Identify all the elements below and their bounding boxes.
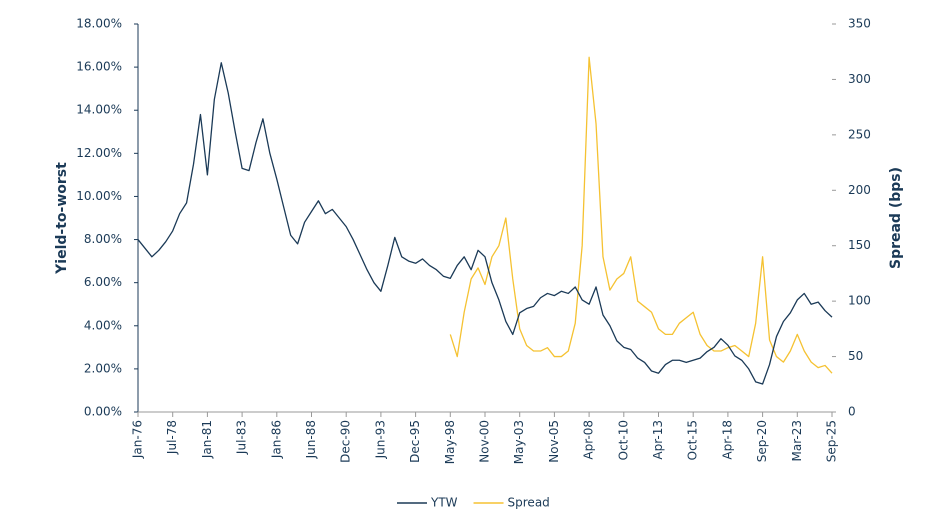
y2-tick-label: 0 <box>848 405 856 419</box>
y2-tick-label: 50 <box>848 349 863 363</box>
x-tick-label: Dec-90 <box>339 420 353 463</box>
y-tick-label: 8.00% <box>84 232 122 246</box>
x-tick-label: Apr-18 <box>720 420 734 460</box>
y-tick-label: 0.00% <box>84 405 122 419</box>
x-tick-label: Jan-76 <box>131 420 145 459</box>
x-tick-label: Sep-20 <box>755 420 769 462</box>
x-tick-label: Oct-15 <box>686 420 700 460</box>
x-tick-label: Jan-86 <box>269 420 283 459</box>
y2-tick-label: 350 <box>848 17 871 31</box>
y-tick-label: 18.00% <box>76 17 122 31</box>
y2-axis-title: Spread (bps) <box>888 167 904 269</box>
x-tick-label: Jul-83 <box>235 420 249 455</box>
y-tick-label: 16.00% <box>76 60 122 74</box>
y-tick-label: 4.00% <box>84 318 122 332</box>
y2-tick-label: 150 <box>848 238 871 252</box>
series-line <box>137 62 833 385</box>
x-tick-label: Nov-00 <box>478 420 492 463</box>
y-tick-label: 6.00% <box>84 275 122 289</box>
x-tick-label: Sep-25 <box>825 420 839 462</box>
y2-tick-label: 250 <box>848 127 871 141</box>
x-tick-label: Jul-78 <box>165 420 179 455</box>
x-tick-label: Nov-05 <box>547 420 561 463</box>
y-tick-label: 12.00% <box>76 146 122 160</box>
x-tick-label: Jun-88 <box>304 420 318 459</box>
y2-tick-label: 300 <box>848 72 871 86</box>
legend-label: YTW <box>430 496 458 510</box>
y-tick-label: 2.00% <box>84 361 122 375</box>
series-line <box>449 56 833 374</box>
y-tick-label: 14.00% <box>76 103 122 117</box>
x-tick-label: Dec-95 <box>408 420 422 463</box>
y2-tick-label: 100 <box>848 294 871 308</box>
y2-tick-label: 200 <box>848 183 871 197</box>
x-tick-label: Apr-13 <box>651 420 665 460</box>
x-tick-label: Jan-81 <box>200 420 214 459</box>
y-axis-title: Yield-to-worst <box>54 162 70 275</box>
x-tick-label: Jun-93 <box>373 420 387 459</box>
x-tick-label: May-98 <box>443 420 457 464</box>
x-tick-label: Mar-23 <box>790 420 804 461</box>
x-tick-label: May-03 <box>512 420 526 464</box>
x-tick-label: Apr-08 <box>582 420 596 460</box>
y-tick-label: 10.00% <box>76 189 122 203</box>
legend-label: Spread <box>508 496 550 510</box>
x-tick-label: Oct-10 <box>616 420 630 460</box>
